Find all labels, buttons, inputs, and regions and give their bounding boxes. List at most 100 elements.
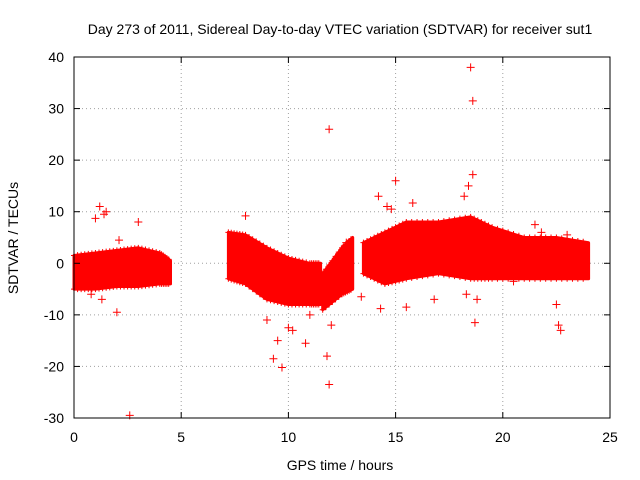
band-edge-marker	[281, 300, 288, 307]
data-point	[262, 316, 271, 325]
band-edge-marker	[322, 304, 329, 311]
y-tick-label: -30	[44, 410, 64, 426]
x-tick-label: 25	[602, 429, 618, 445]
data-bands	[71, 213, 591, 313]
band-edge-marker	[281, 253, 288, 260]
x-tick-label: 10	[281, 429, 297, 445]
data-point	[464, 181, 473, 190]
x-tick-label: 20	[495, 429, 511, 445]
band-edge-marker	[260, 293, 267, 300]
band-edge-marker	[360, 239, 367, 246]
band-edge-marker	[574, 237, 581, 244]
band-edge-marker	[225, 275, 232, 282]
band-edge-marker	[580, 238, 587, 245]
band-edge-marker	[515, 275, 522, 282]
band-edge-marker	[389, 225, 396, 232]
data-point	[468, 96, 477, 105]
band-edge-marker	[489, 275, 496, 282]
data-point	[112, 308, 121, 317]
band-edge-marker	[474, 217, 481, 224]
band-edge-marker	[263, 296, 270, 303]
band-edge-marker	[580, 275, 587, 282]
band-edge-marker	[531, 234, 538, 241]
y-tick-label: 30	[48, 101, 64, 117]
x-axis-label: GPS time / hours	[287, 457, 394, 473]
band-edge-marker	[521, 234, 528, 241]
band-edge-marker	[278, 251, 285, 258]
data-point	[402, 303, 411, 312]
band-edge-marker	[408, 219, 415, 226]
data-point	[530, 220, 539, 229]
band-edge-marker	[396, 222, 403, 229]
data-point	[391, 176, 400, 185]
band-edge-marker	[510, 231, 517, 238]
band-edge-marker	[385, 227, 392, 234]
band-edge-marker	[246, 283, 253, 290]
band-edge-marker	[274, 249, 281, 256]
band-edge-marker	[403, 275, 410, 282]
data-point	[408, 198, 417, 207]
band-edge-marker	[526, 234, 533, 241]
band-edge-marker	[165, 256, 172, 263]
data-point	[97, 295, 106, 304]
band-edge-marker	[489, 224, 496, 231]
band-edge-marker	[332, 253, 339, 260]
band-edge-marker	[374, 232, 381, 239]
data-point	[563, 230, 572, 239]
band-edge-marker	[231, 277, 238, 284]
band-edge-marker	[446, 217, 453, 224]
band-edge-marker	[446, 272, 453, 279]
band-edge-marker	[367, 236, 374, 243]
band-edge-marker	[360, 270, 367, 277]
data-point	[301, 339, 310, 348]
band-edge-marker	[494, 225, 501, 232]
band-edge-marker	[374, 277, 381, 284]
band-edge-marker	[499, 227, 506, 234]
band-edge-marker	[371, 234, 378, 241]
data-point	[284, 323, 293, 332]
band-edge-marker	[267, 246, 274, 253]
band-edge-marker	[385, 280, 392, 287]
band-edge-marker	[329, 257, 336, 264]
band-edge-marker	[553, 234, 560, 241]
band-edge-marker	[537, 234, 544, 241]
band-edge-marker	[246, 234, 253, 241]
band-edge-marker	[319, 270, 326, 277]
data-point	[277, 363, 286, 372]
band-edge-marker	[263, 244, 270, 251]
band-edge-marker	[435, 219, 442, 226]
band-edge-marker	[451, 273, 458, 280]
band-edge-marker	[478, 219, 485, 226]
band-edge-marker	[419, 219, 426, 226]
band-edge-marker	[271, 298, 278, 305]
band-edge-marker	[505, 229, 512, 236]
data-point	[87, 290, 96, 299]
band-edge-marker	[142, 246, 149, 253]
band-edge-marker	[542, 234, 549, 241]
band-edge-marker	[403, 219, 410, 226]
data-point	[115, 236, 124, 245]
band-edge-marker	[381, 229, 388, 236]
data-point	[374, 192, 383, 201]
band-edge-marker	[456, 215, 463, 222]
band-edge-marker	[138, 245, 145, 252]
band-edge-marker	[322, 266, 329, 273]
data-point	[473, 295, 482, 304]
band-edge-marker	[414, 274, 421, 281]
band-edge-marker	[347, 236, 354, 243]
band-edge-marker	[548, 275, 555, 282]
band-edge-marker	[303, 259, 310, 266]
chart-title: Day 273 of 2011, Sidereal Day-to-day VTE…	[88, 21, 593, 37]
data-point	[288, 326, 297, 335]
band-edge-marker	[315, 301, 322, 308]
data-points	[87, 63, 572, 420]
y-axis-label: SDTVAR / TECUs	[5, 182, 21, 294]
data-point	[322, 352, 331, 361]
band-edge-marker	[558, 275, 565, 282]
band-edge-marker	[451, 216, 458, 223]
band-edge-marker	[399, 276, 406, 283]
y-tick-label: 10	[48, 204, 64, 220]
band-edge-marker	[471, 215, 478, 222]
band-edge-marker	[499, 275, 506, 282]
band-edge-marker	[315, 260, 322, 267]
